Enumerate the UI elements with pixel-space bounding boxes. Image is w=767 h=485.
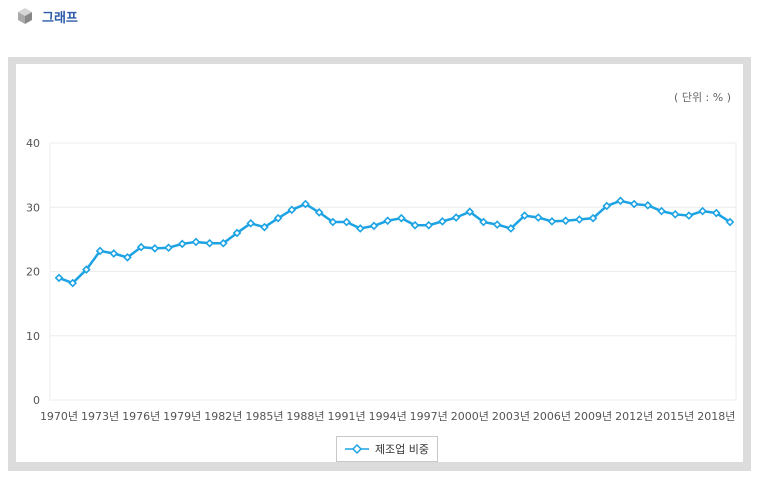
y-tick-label: 10 bbox=[26, 330, 40, 343]
x-tick-label: 2003년 bbox=[492, 410, 530, 423]
data-point bbox=[492, 220, 502, 229]
data-point bbox=[684, 211, 694, 220]
data-point bbox=[328, 217, 338, 227]
data-point bbox=[260, 222, 269, 232]
data-point bbox=[287, 205, 297, 215]
data-point bbox=[533, 213, 543, 222]
y-tick-label: 30 bbox=[26, 201, 40, 214]
data-point bbox=[520, 211, 529, 220]
data-point bbox=[218, 238, 228, 248]
x-tick-label: 1988년 bbox=[286, 410, 324, 423]
x-tick-label: 2006년 bbox=[533, 410, 571, 423]
x-tick-label: 2012년 bbox=[615, 410, 653, 423]
data-point bbox=[643, 200, 653, 210]
data-point bbox=[164, 243, 173, 253]
data-point bbox=[410, 220, 420, 230]
data-point bbox=[670, 209, 680, 219]
data-point bbox=[246, 218, 256, 228]
series-line bbox=[58, 199, 731, 285]
legend-label: 제조업 비중 bbox=[374, 443, 430, 456]
data-point bbox=[383, 216, 392, 226]
data-point bbox=[602, 201, 612, 211]
unit-label: ( 단위 : % ) bbox=[674, 91, 731, 104]
y-tick-label: 20 bbox=[26, 266, 40, 279]
data-point bbox=[547, 217, 557, 226]
data-point bbox=[479, 217, 488, 227]
data-point bbox=[465, 207, 475, 217]
data-point bbox=[711, 208, 721, 218]
data-point bbox=[397, 213, 406, 223]
y-tick-label: 0 bbox=[33, 394, 40, 407]
data-point bbox=[725, 217, 735, 227]
data-point bbox=[698, 206, 707, 216]
x-tick-label: 2018년 bbox=[697, 410, 735, 423]
data-point bbox=[369, 221, 379, 231]
data-point bbox=[191, 237, 201, 247]
data-point bbox=[136, 242, 146, 252]
data-point bbox=[355, 224, 365, 233]
data-point bbox=[657, 206, 666, 216]
data-point bbox=[301, 199, 310, 209]
legend-line-icon bbox=[344, 443, 369, 455]
page-title: 그래프 bbox=[42, 10, 78, 26]
data-point bbox=[561, 216, 571, 226]
data-point bbox=[438, 217, 447, 226]
data-point bbox=[82, 265, 91, 274]
data-point bbox=[68, 278, 78, 288]
chart-frame: ( 단위 : % ) 0 10 20 30 40 1970년 1973년 1976년 1979년… bbox=[8, 57, 751, 471]
x-tick-label: 1973년 bbox=[81, 410, 119, 423]
data-point bbox=[506, 224, 516, 233]
data-point bbox=[588, 213, 598, 223]
x-tick-label: 1997년 bbox=[410, 410, 448, 423]
data-point bbox=[342, 217, 351, 227]
x-tick-label: 1985년 bbox=[245, 410, 283, 423]
data-point bbox=[150, 244, 160, 253]
data-point bbox=[273, 213, 283, 223]
data-point bbox=[205, 238, 214, 248]
x-tick-label: 1976년 bbox=[122, 410, 160, 423]
x-tick-label: 2000년 bbox=[451, 410, 489, 423]
data-point bbox=[95, 246, 105, 256]
x-tick-label: 2015년 bbox=[656, 410, 694, 423]
data-point bbox=[177, 239, 187, 249]
data-point bbox=[232, 228, 242, 238]
x-tick-label: 1970년 bbox=[40, 410, 78, 423]
data-point bbox=[123, 253, 132, 262]
y-tick-label: 40 bbox=[26, 137, 40, 150]
data-point bbox=[314, 208, 324, 217]
chart-panel: ( 단위 : % ) 0 10 20 30 40 1970년 1973년 1976년 1979년… bbox=[16, 64, 743, 462]
data-point bbox=[629, 199, 639, 209]
data-point bbox=[109, 249, 119, 258]
data-point bbox=[451, 213, 461, 222]
x-tick-label: 1982년 bbox=[204, 410, 242, 423]
data-point bbox=[54, 273, 64, 283]
section-header: 그래프 bbox=[16, 5, 78, 27]
data-point bbox=[575, 215, 584, 224]
x-tick-label: 1991년 bbox=[328, 410, 366, 423]
chart-legend[interactable]: 제조업 비중 bbox=[336, 436, 438, 462]
x-tick-label: 1994년 bbox=[369, 410, 407, 423]
x-tick-label: 1979년 bbox=[163, 410, 201, 423]
data-point bbox=[616, 196, 625, 206]
x-tick-label: 2009년 bbox=[574, 410, 612, 423]
data-point bbox=[424, 220, 434, 230]
cube-icon bbox=[18, 8, 32, 24]
